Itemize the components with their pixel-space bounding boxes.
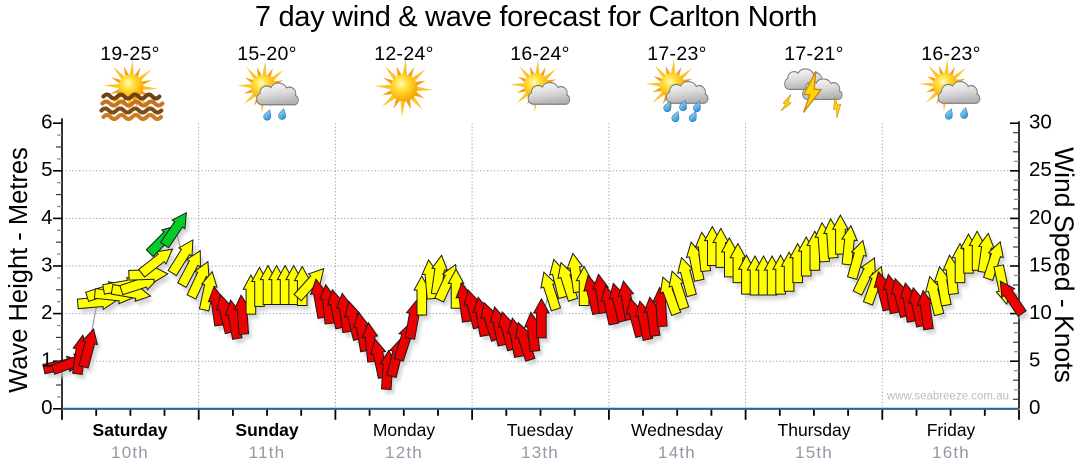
svg-text:19-25°: 19-25° xyxy=(100,43,159,65)
svg-text:30: 30 xyxy=(1029,111,1052,134)
svg-text:0: 0 xyxy=(41,396,52,419)
svg-text:16th: 16th xyxy=(932,443,970,462)
svg-text:Friday: Friday xyxy=(927,420,976,440)
svg-text:20: 20 xyxy=(1029,206,1052,229)
svg-text:15-20°: 15-20° xyxy=(237,43,296,65)
svg-text:14th: 14th xyxy=(658,443,696,462)
svg-text:11th: 11th xyxy=(249,443,286,462)
svg-text:3: 3 xyxy=(41,253,52,276)
svg-text:Tuesday: Tuesday xyxy=(507,420,574,440)
svg-text:17-23°: 17-23° xyxy=(647,43,706,65)
svg-text:Saturday: Saturday xyxy=(93,420,168,440)
svg-text:5: 5 xyxy=(41,158,52,181)
svg-text:12th: 12th xyxy=(385,443,423,462)
svg-text:Wind Speed - Knots: Wind Speed - Knots xyxy=(1049,147,1079,383)
svg-text:13th: 13th xyxy=(521,443,559,462)
svg-text:www.seabreeze.com.au: www.seabreeze.com.au xyxy=(886,391,1009,403)
svg-text:17-21°: 17-21° xyxy=(784,43,843,65)
svg-text:1: 1 xyxy=(41,349,52,372)
svg-text:Thursday: Thursday xyxy=(778,420,851,440)
svg-text:6: 6 xyxy=(41,111,52,134)
svg-text:0: 0 xyxy=(1029,396,1040,419)
svg-text:7 day wind & wave forecast for: 7 day wind & wave forecast for Carlton N… xyxy=(255,1,817,33)
svg-text:15th: 15th xyxy=(795,443,833,462)
svg-text:10th: 10th xyxy=(111,443,149,462)
svg-text:Sunday: Sunday xyxy=(235,420,298,440)
svg-text:Wave Height - Metres: Wave Height - Metres xyxy=(5,147,33,393)
svg-text:16-24°: 16-24° xyxy=(510,43,569,65)
svg-text:10: 10 xyxy=(1029,301,1052,324)
svg-text:Monday: Monday xyxy=(373,420,436,440)
svg-text:Wednesday: Wednesday xyxy=(631,420,723,440)
svg-text:12-24°: 12-24° xyxy=(374,43,433,65)
svg-text:25: 25 xyxy=(1029,158,1052,181)
svg-text:4: 4 xyxy=(41,206,52,229)
svg-text:2: 2 xyxy=(41,301,52,324)
svg-text:5: 5 xyxy=(1029,349,1040,372)
svg-text:15: 15 xyxy=(1029,253,1052,276)
svg-text:16-23°: 16-23° xyxy=(921,43,980,65)
